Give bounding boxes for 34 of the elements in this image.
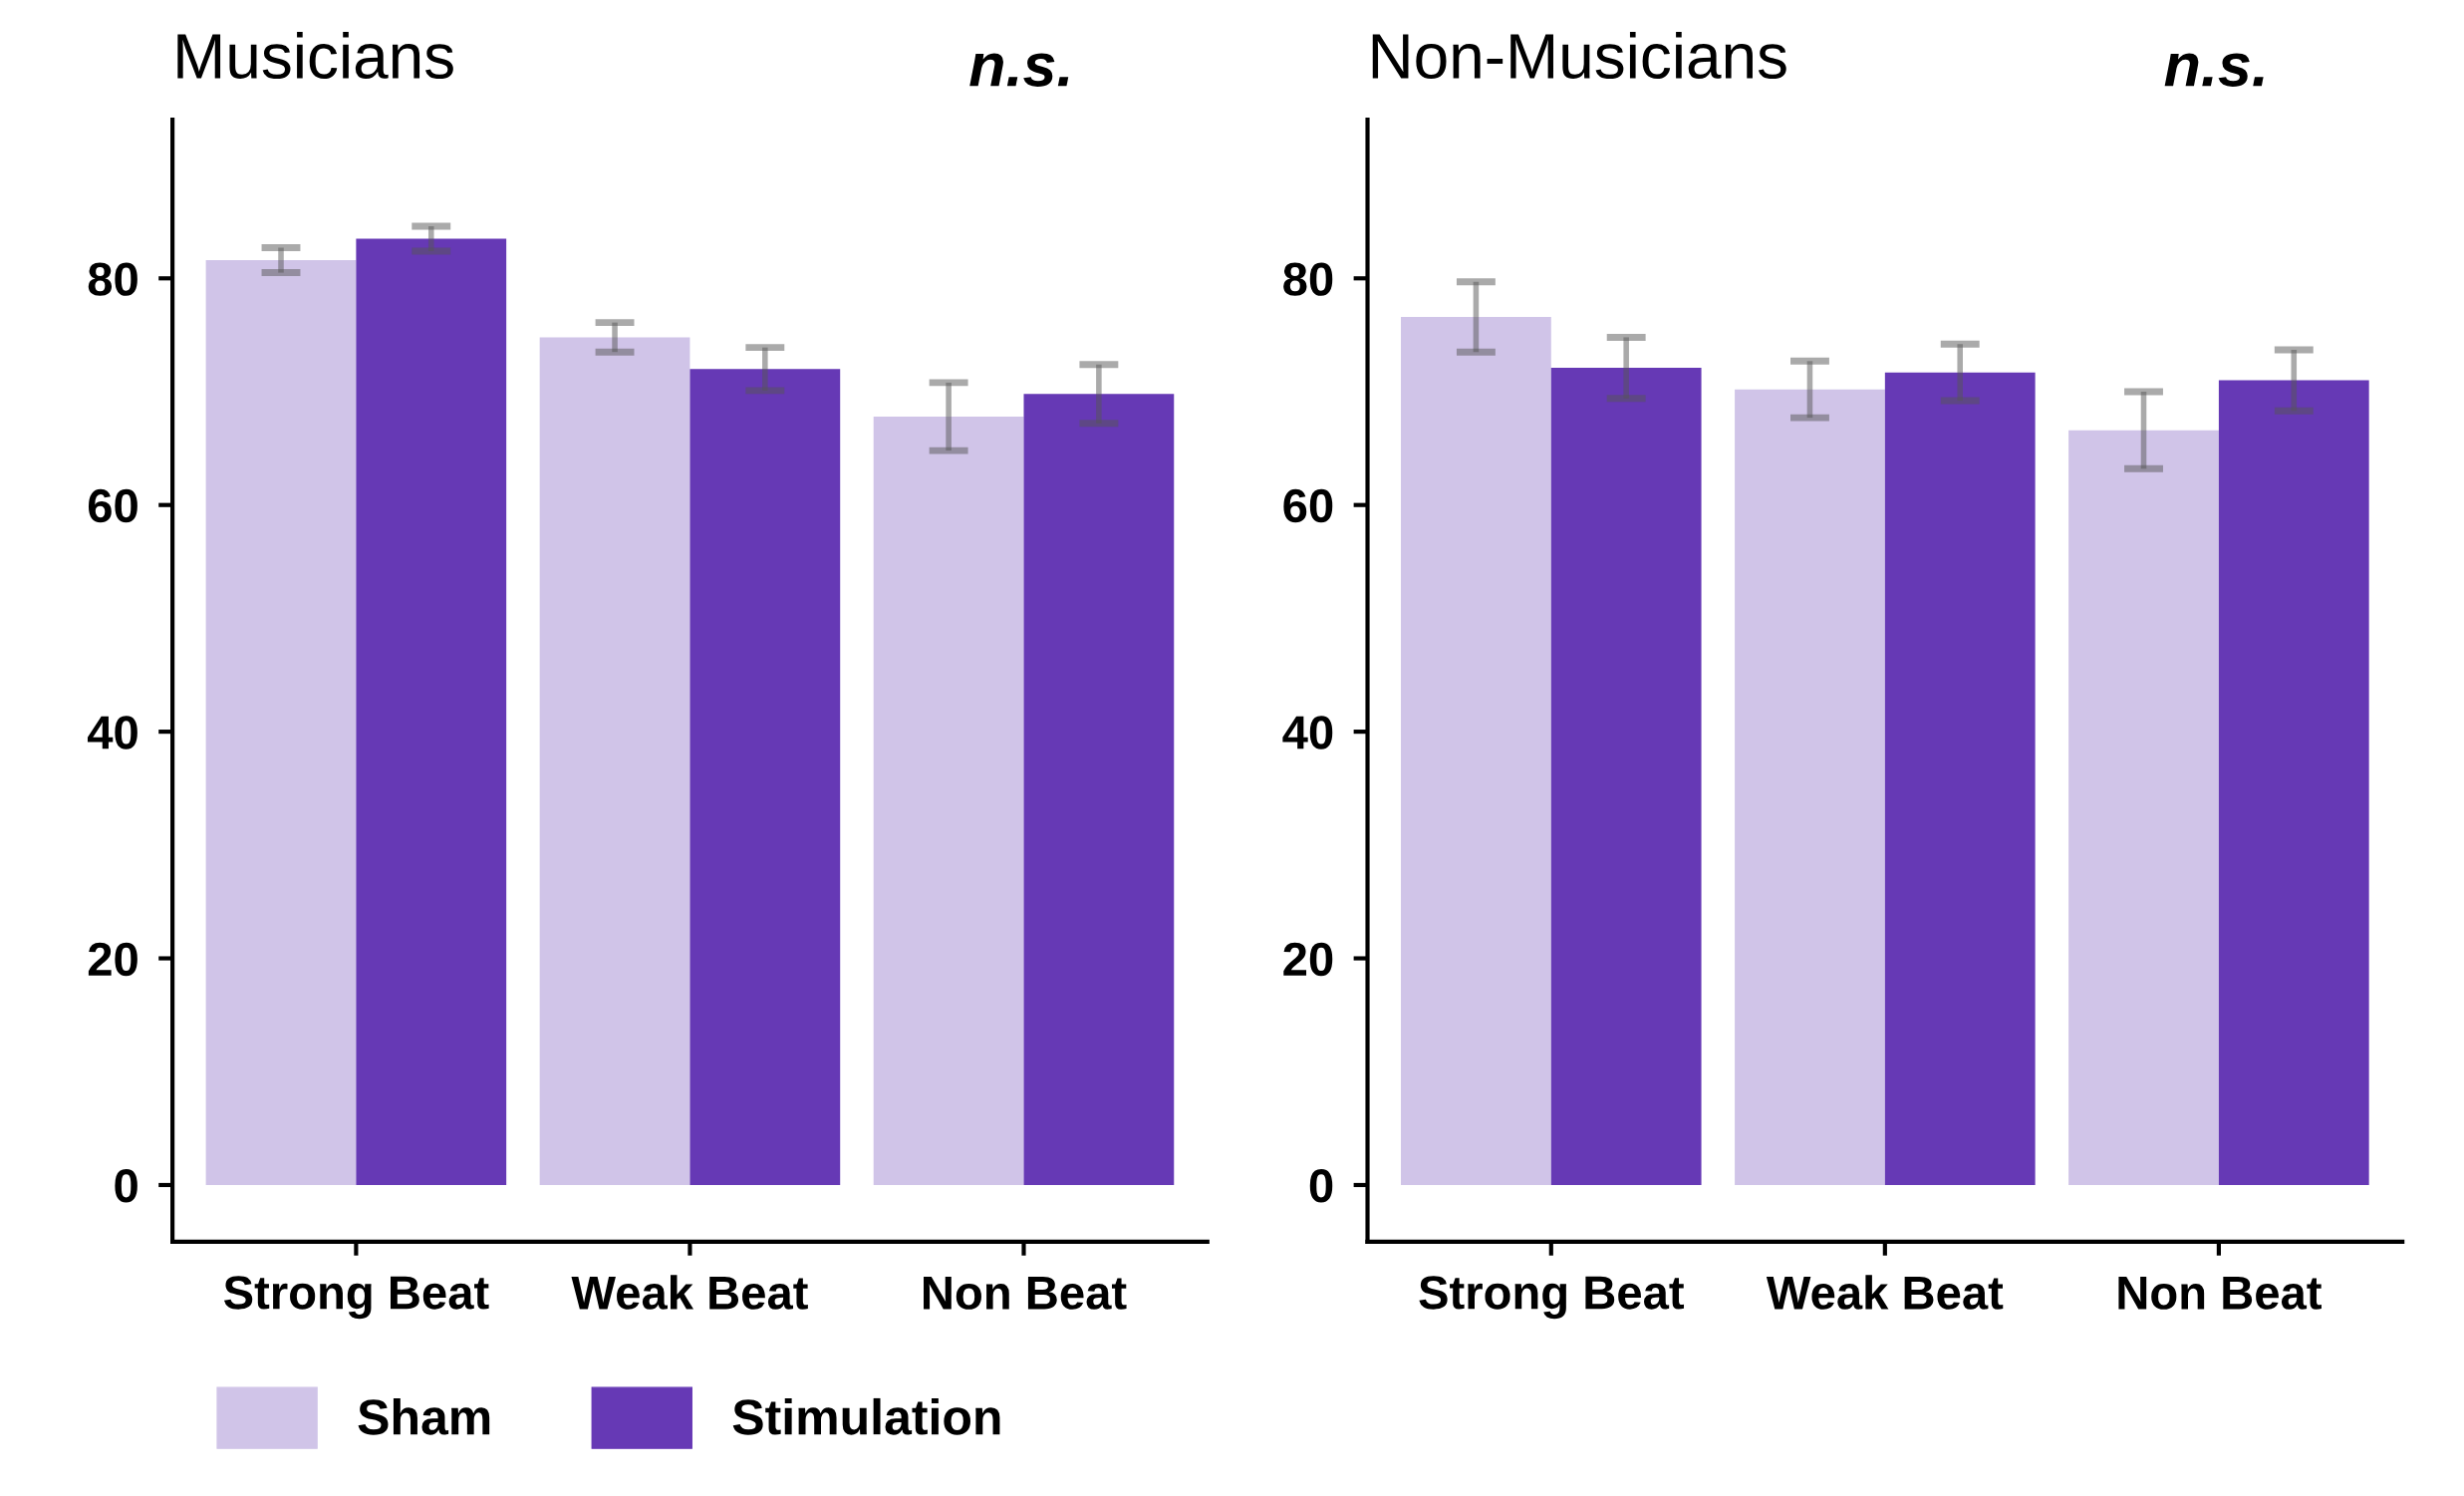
bar xyxy=(1550,368,1702,1185)
chart-title: Non-Musicians xyxy=(1372,32,1786,80)
bar xyxy=(689,369,841,1185)
y-tick-label: 20 xyxy=(1283,942,1333,977)
bar xyxy=(539,337,690,1185)
legend-label: Stimulation xyxy=(732,1397,1000,1435)
y-tick-label: 80 xyxy=(88,262,137,296)
bar xyxy=(2218,380,2369,1185)
y-tick-label: 60 xyxy=(88,488,137,523)
x-tick-label: Non Beat xyxy=(2118,1276,2322,1310)
y-tick-label: 60 xyxy=(1283,488,1333,523)
bar xyxy=(1884,372,2036,1185)
bar xyxy=(1023,394,1175,1185)
bar xyxy=(873,417,1024,1185)
x-tick-label: Strong Beat xyxy=(1419,1276,1685,1320)
legend-label: Sham xyxy=(358,1397,490,1435)
y-tick-label: 40 xyxy=(1282,716,1333,749)
bar xyxy=(1401,316,1551,1185)
y-tick-label: 0 xyxy=(115,1169,137,1203)
bar xyxy=(356,238,507,1185)
chart-title: Musicians xyxy=(177,32,453,80)
y-tick-label: 40 xyxy=(87,716,137,749)
x-tick-label: Non Beat xyxy=(924,1276,1127,1310)
x-tick-label: Weak Beat xyxy=(1766,1275,2004,1310)
y-tick-label: 20 xyxy=(88,942,137,977)
y-tick-label: 80 xyxy=(1283,262,1333,296)
text: n.s. xyxy=(969,53,1069,87)
x-tick-label: Strong Beat xyxy=(223,1276,489,1320)
x-tick-label: Weak Beat xyxy=(571,1275,808,1310)
bar xyxy=(205,260,357,1185)
bar xyxy=(1735,389,1885,1185)
y-tick-label: 0 xyxy=(1309,1169,1333,1203)
text: n.s. xyxy=(2164,53,2264,87)
bar xyxy=(2068,430,2219,1185)
